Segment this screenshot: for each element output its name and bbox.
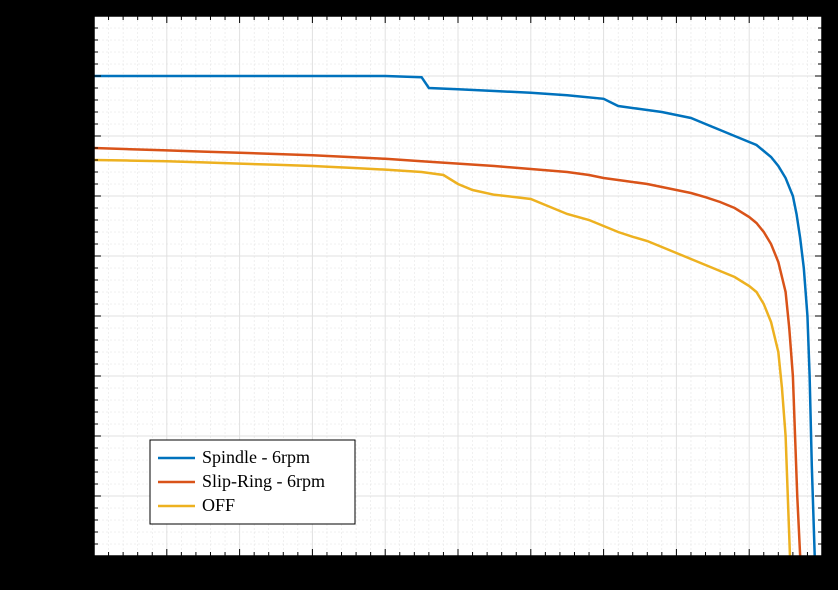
line-chart: Spindle - 6rpm Slip-Ring - 6rpm OFF [0, 0, 838, 590]
legend-label: Slip-Ring - 6rpm [202, 471, 325, 491]
chart-container: Spindle - 6rpm Slip-Ring - 6rpm OFF [0, 0, 838, 590]
legend-label: Spindle - 6rpm [202, 447, 310, 467]
legend-label: OFF [202, 495, 235, 515]
